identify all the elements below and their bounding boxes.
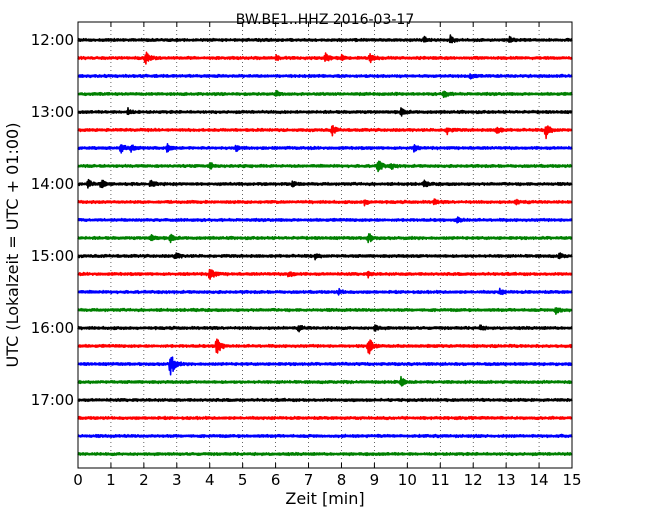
seismic-trace bbox=[77, 451, 573, 457]
x-tick-label: 10 bbox=[398, 471, 417, 489]
seismic-trace bbox=[77, 252, 573, 261]
seismic-trace bbox=[77, 433, 573, 439]
seismic-trace bbox=[77, 107, 573, 117]
x-tick-label: 7 bbox=[304, 471, 314, 489]
seismic-trace bbox=[77, 356, 573, 376]
y-tick-label: 15:00 bbox=[31, 247, 74, 265]
axis-ticks: 0 1 2 3 4 5 6 7 8 9 10 11 12 13 14 1512:0013:0014:0015:… bbox=[31, 22, 582, 489]
seismic-trace bbox=[77, 375, 573, 387]
seismic-trace bbox=[77, 338, 573, 355]
seismic-trace bbox=[77, 324, 573, 333]
seismic-trace bbox=[77, 124, 573, 140]
x-tick-label: 8 bbox=[337, 471, 347, 489]
x-axis-label: Zeit [min] bbox=[285, 489, 364, 508]
seismic-trace bbox=[77, 268, 573, 281]
x-tick-label: 4 bbox=[205, 471, 215, 489]
x-tick-label: 15 bbox=[562, 471, 581, 489]
seismic-trace bbox=[77, 89, 573, 99]
seismic-trace bbox=[77, 397, 573, 403]
x-tick-label: 12 bbox=[464, 471, 483, 489]
y-tick-label: 13:00 bbox=[31, 103, 74, 121]
plot-frame bbox=[77, 21, 573, 469]
seismic-trace bbox=[77, 143, 573, 154]
x-tick-label: 2 bbox=[139, 471, 149, 489]
x-tick-label: 0 bbox=[73, 471, 83, 489]
y-tick-label: 17:00 bbox=[31, 391, 74, 409]
seismic-trace bbox=[77, 160, 573, 173]
chart-title: BW.BE1..HHZ 2016-03-17 bbox=[236, 12, 415, 28]
x-tick-label: 1 bbox=[106, 471, 116, 489]
x-tick-label: 11 bbox=[431, 471, 450, 489]
y-tick-label: 12:00 bbox=[31, 31, 74, 49]
y-tick-label: 14:00 bbox=[31, 175, 74, 193]
seismic-trace bbox=[77, 51, 573, 65]
seismic-trace bbox=[77, 34, 573, 44]
seismic-trace bbox=[77, 178, 573, 189]
x-tick-label: 3 bbox=[172, 471, 182, 489]
seismic-trace bbox=[77, 307, 573, 316]
x-tick-label: 9 bbox=[370, 471, 380, 489]
x-tick-label: 13 bbox=[497, 471, 516, 489]
trace-lines bbox=[77, 34, 573, 457]
x-tick-label: 14 bbox=[530, 471, 549, 489]
seismic-trace bbox=[77, 73, 573, 80]
seismic-trace bbox=[77, 198, 573, 207]
x-tick-label: 6 bbox=[271, 471, 281, 489]
seismic-trace bbox=[77, 233, 573, 244]
x-tick-label: 5 bbox=[238, 471, 248, 489]
plot-background bbox=[78, 22, 572, 468]
seismic-trace bbox=[77, 216, 573, 224]
y-axis-label: UTC (Lokalzeit = UTC + 01:00) bbox=[3, 123, 22, 368]
y-tick-label: 16:00 bbox=[31, 319, 74, 337]
seismic-trace bbox=[77, 287, 573, 296]
seismic-trace bbox=[77, 415, 573, 421]
